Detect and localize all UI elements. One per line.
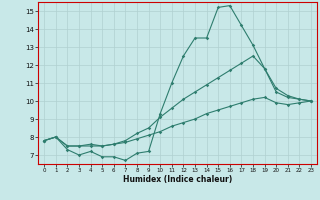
X-axis label: Humidex (Indice chaleur): Humidex (Indice chaleur) xyxy=(123,175,232,184)
